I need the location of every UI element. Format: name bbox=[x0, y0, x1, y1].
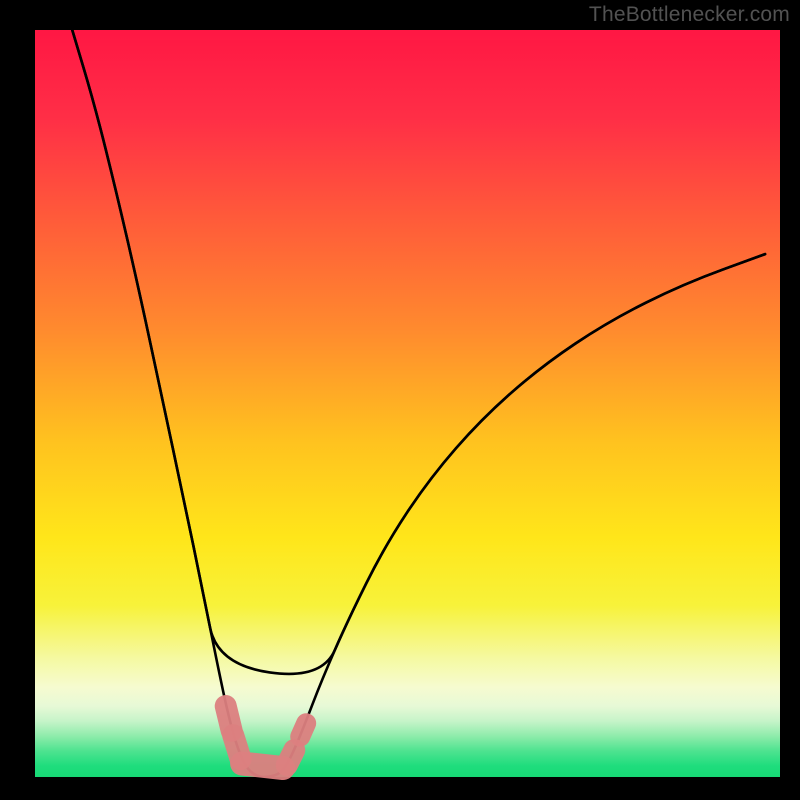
gradient-plot-area bbox=[35, 30, 780, 777]
bottleneck-curve-chart bbox=[0, 0, 800, 800]
chart-container: TheBottlenecker.com bbox=[0, 0, 800, 800]
fit-marker-segment bbox=[287, 750, 294, 765]
fit-marker-segment bbox=[300, 723, 306, 736]
watermark-text: TheBottlenecker.com bbox=[589, 3, 790, 27]
